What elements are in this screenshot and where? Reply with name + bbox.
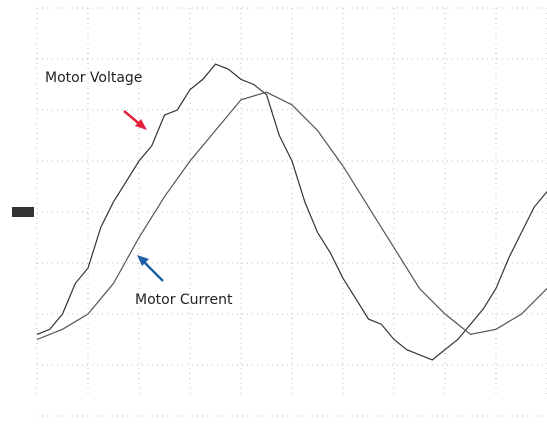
traces (36, 63, 547, 361)
current-arrowhead (137, 255, 149, 266)
trace (36, 63, 547, 361)
voltage-label: Motor Voltage (45, 70, 142, 86)
ground-marker (12, 207, 34, 217)
voltage-arrowhead (135, 119, 147, 130)
current-arrow (142, 260, 164, 282)
current-label: Motor Current (135, 292, 233, 308)
trace (36, 91, 547, 341)
